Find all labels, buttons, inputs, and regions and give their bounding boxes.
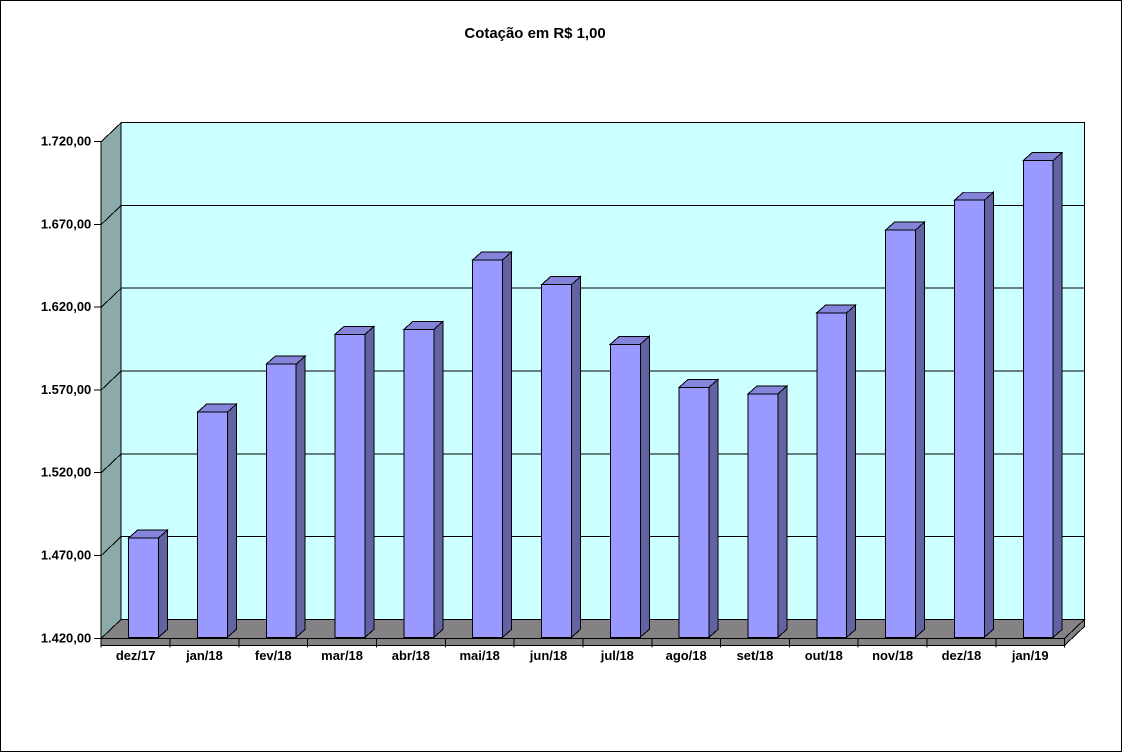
bar-mai/18 [472,259,504,638]
x-axis-tick-label: jun/18 [529,648,567,663]
side-wall-gridline [100,122,122,142]
bar-side-jan/19 [1052,151,1063,639]
bar-side-fev/18 [295,355,306,639]
side-wall-gridline [100,536,122,556]
bar-fev/18 [265,363,297,638]
side-wall-gridline [100,370,122,391]
x-axis-tick-label: ago/18 [666,648,707,663]
side-wall-gridline [100,453,122,474]
x-axis-tick-label: set/18 [737,648,774,663]
x-axis-tick-label: jul/18 [600,648,634,663]
x-axis-tick-label: dez/17 [116,648,156,663]
bar-jan/18 [196,411,228,638]
bar-nov/18 [885,229,917,638]
x-axis-tick-label: out/18 [805,648,843,663]
y-axis-tick-label: 1.420,00 [41,630,91,645]
y-axis-tick-label: 1.470,00 [41,548,91,563]
y-axis-tick-label: 1.720,00 [41,134,91,149]
x-axis-tick-label: jan/18 [185,648,223,663]
bar-side-out/18 [846,303,857,639]
bar-side-mar/18 [364,325,375,639]
bar-jan/19 [1022,159,1054,638]
bar-side-dez/18 [983,191,994,639]
floor-top [99,618,1086,639]
plot-area-3d: 1.420,00 1.470,00 1.520,00 1.570,00 1.620,00… [41,121,1086,663]
bar-jul/18 [609,343,641,638]
x-axis-tick-label: nov/18 [872,648,913,663]
side-wall-gridline [100,287,122,308]
bar-side-ago/18 [708,378,719,639]
side-wall-gridline [100,205,122,225]
x-axis-tick-label: fev/18 [255,648,292,663]
bar-mar/18 [334,333,366,638]
bar-jun/18 [541,284,572,638]
bar-abr/18 [403,328,435,638]
bar-set/18 [747,393,779,638]
bar-side-nov/18 [915,220,926,639]
y-axis-tick-label: 1.520,00 [41,465,91,480]
x-axis-tick-label: mar/18 [321,648,363,663]
bar-side-jan/18 [226,403,237,639]
bar-side-jul/18 [639,335,650,639]
bar-side-mai/18 [502,250,513,639]
y-axis-tick-label: 1.570,00 [41,382,91,397]
x-axis-tick-label: mai/18 [460,648,500,663]
bar-side-jun/18 [570,275,581,639]
bar-dez/18 [953,199,985,638]
chart-title: Cotação em R$ 1,00 [464,25,605,42]
bar-side-set/18 [777,384,788,639]
y-axis-tick-label: 1.670,00 [41,216,91,231]
x-axis-tick-label: jan/19 [1011,648,1049,663]
bar-ago/18 [678,386,710,638]
x-axis-tick-label: dez/18 [942,648,982,663]
bar-side-abr/18 [433,320,444,639]
bar-dez/17 [128,537,160,638]
bar-out/18 [816,312,848,638]
bar-side-dez/17 [158,528,169,639]
x-axis-tick-label: abr/18 [392,648,430,663]
y-axis-tick-label: 1.620,00 [41,299,91,314]
